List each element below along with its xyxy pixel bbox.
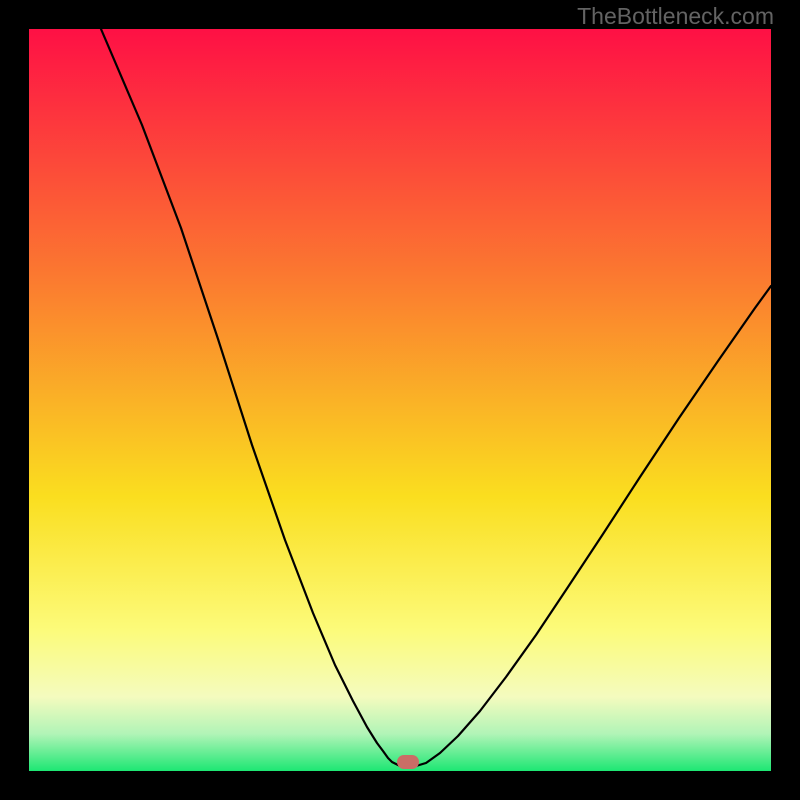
optimal-point-marker bbox=[397, 755, 419, 769]
chart-frame: TheBottleneck.com bbox=[0, 0, 800, 800]
watermark-text: TheBottleneck.com bbox=[577, 3, 774, 30]
bottleneck-curve bbox=[0, 0, 800, 800]
